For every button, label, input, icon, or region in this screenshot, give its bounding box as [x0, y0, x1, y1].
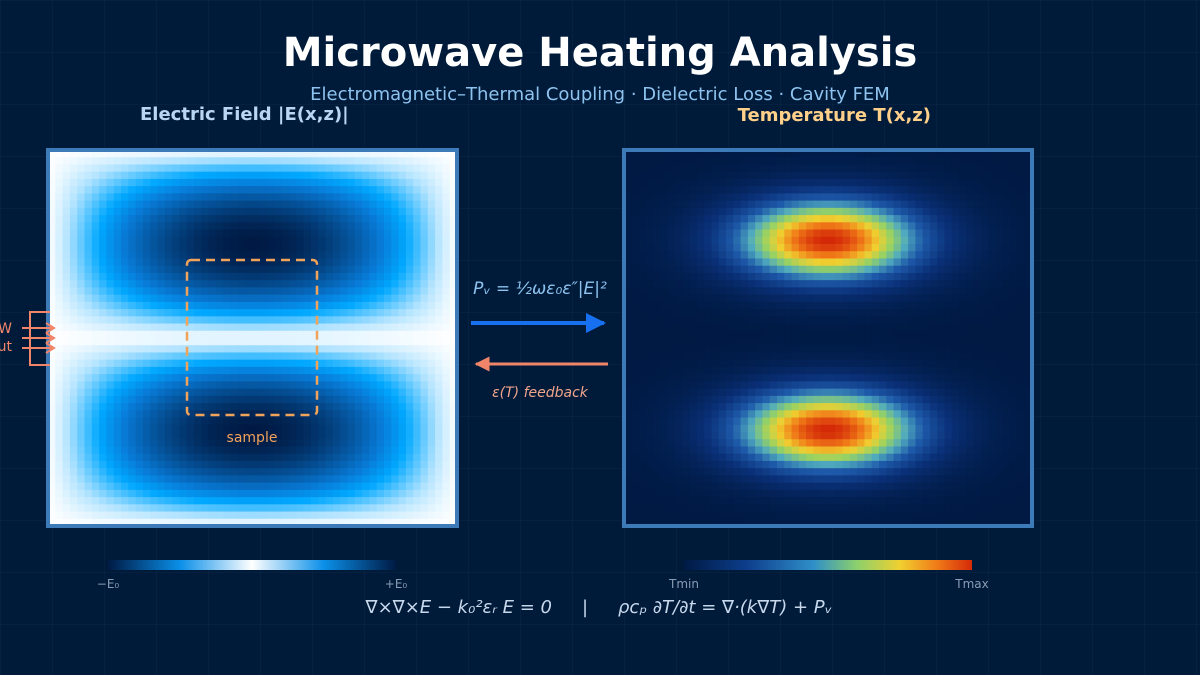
field-colorbar [108, 560, 396, 570]
temp-colorbar-max: Tmax [954, 577, 988, 591]
temp-colorbar-min: Tmin [668, 577, 699, 591]
port-label-input: ut [0, 339, 12, 355]
temp-panel-title: Temperature T(x,z) [738, 105, 931, 126]
power-density-label: Pᵥ = ½ωε₀ε″|E|² [473, 279, 607, 299]
page-title: Microwave Heating Analysis [283, 30, 918, 76]
sample-label: sample [227, 430, 278, 446]
page-subtitle: Electromagnetic–Thermal Coupling · Diele… [310, 84, 890, 105]
temp-panel-frame [622, 148, 1034, 528]
field-colorbar-max: +E₀ [385, 577, 408, 591]
field-heatmap [48, 150, 458, 527]
port-label-mw: MW [0, 321, 12, 337]
heat-equation: ρcₚ ∂T/∂t = ∇·(k∇T) + Pᵥ [618, 597, 832, 618]
maxwell-equation: ∇×∇×E − k₀²εᵣ E = 0 [365, 597, 552, 618]
equation-separator: | [582, 597, 588, 618]
microwave-port [22, 311, 56, 366]
field-colorbar-min: −E₀ [97, 577, 120, 591]
field-panel-title: Electric Field |E(x,z)| [140, 104, 349, 125]
temp-colorbar [684, 560, 972, 570]
sample-region [185, 258, 319, 417]
feedback-label: ε(T) feedback [492, 385, 589, 401]
temperature-heatmap [624, 150, 1033, 527]
